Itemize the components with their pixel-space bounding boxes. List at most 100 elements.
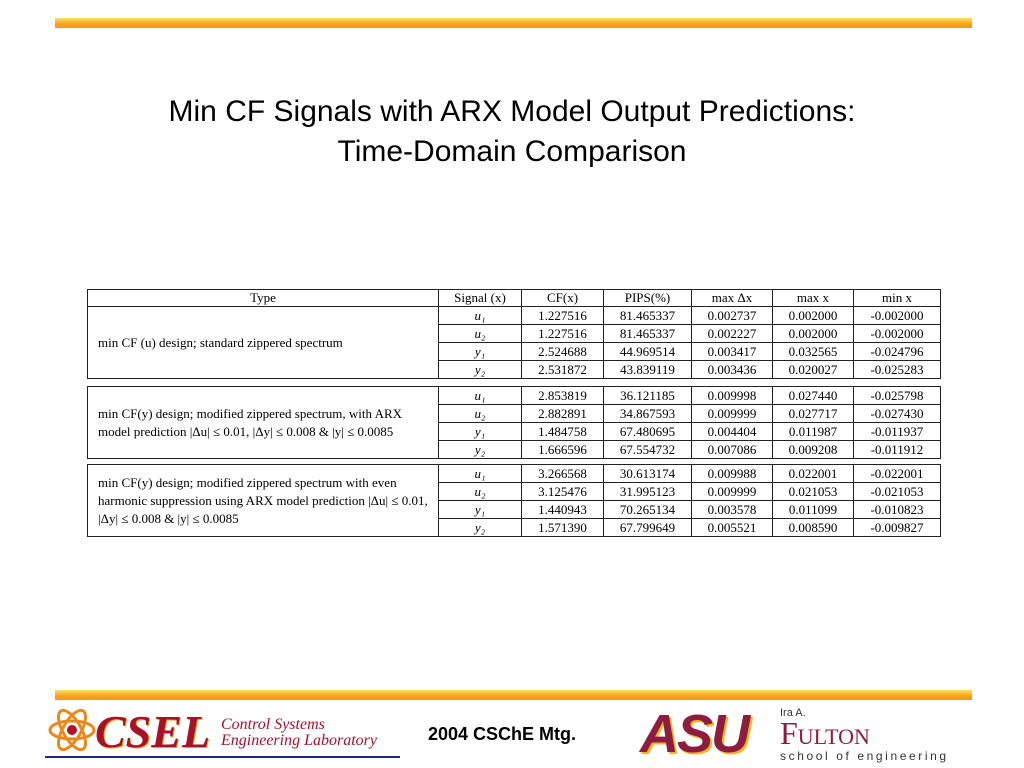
value-cell: 67.480695 [603,422,692,441]
value-cell: -0.002000 [853,306,941,325]
value-cell: 2.531872 [521,360,604,379]
value-cell: 3.266568 [521,464,604,483]
signal-cell: u₁ [438,306,522,325]
value-cell: 0.027717 [772,404,854,423]
column-header: CF(x) [521,289,604,307]
value-cell: 0.005521 [691,518,773,537]
value-cell: 3.125476 [521,482,604,501]
value-cell: 1.666596 [521,440,604,459]
lab-underline [45,756,400,758]
value-cell: 67.554732 [603,440,692,459]
value-cell: 1.440943 [521,500,604,519]
lab-name-line: Control Systems [221,716,325,733]
column-header: max x [772,289,854,307]
signal-cell: y₂ [438,360,522,379]
value-cell: -0.027430 [853,404,941,423]
value-cell: 30.613174 [603,464,692,483]
type-cell: min CF(y) design; modified zippered spec… [87,386,439,459]
signal-cell: y₁ [438,422,522,441]
value-cell: -0.025283 [853,360,941,379]
lab-name-line: Engineering Laboratory [221,732,377,749]
top-bar [55,18,972,28]
signal-cell: y₂ [438,440,522,459]
lab-name: Control Systems Engineering Laboratory [221,717,377,749]
value-cell: -0.024796 [853,342,941,361]
value-cell: 34.867593 [603,404,692,423]
bottom-bar [55,690,972,700]
column-header: max Δx [691,289,773,307]
value-cell: 0.002737 [691,306,773,325]
meeting-label: 2004 CSChE Mtg. [428,724,577,744]
value-cell: 2.524688 [521,342,604,361]
lab-abbr: CSEL [95,706,211,757]
type-cell: min CF (u) design; standard zippered spe… [87,306,439,379]
value-cell: 1.484758 [521,422,604,441]
value-cell: 43.839119 [603,360,692,379]
value-cell: 0.027440 [772,386,854,405]
value-cell: 1.227516 [521,324,604,343]
value-cell: 1.227516 [521,306,604,325]
column-header: PIPS(%) [603,289,692,307]
value-cell: -0.010823 [853,500,941,519]
value-cell: 0.003417 [691,342,773,361]
value-cell: 0.002227 [691,324,773,343]
title-line: Min CF Signals with ARX Model Output Pre… [168,95,856,128]
value-cell: 36.121185 [603,386,692,405]
column-header: Type [87,289,439,307]
value-cell: 0.009999 [691,482,773,501]
value-cell: 0.011987 [772,422,854,441]
value-cell: 81.465337 [603,324,692,343]
value-cell: 0.009988 [691,464,773,483]
value-cell: -0.025798 [853,386,941,405]
value-cell: -0.022001 [853,464,941,483]
value-cell: 2.853819 [521,386,604,405]
value-cell: -0.002000 [853,324,941,343]
value-cell: 2.882891 [521,404,604,423]
value-cell: -0.009827 [853,518,941,537]
signal-cell: u₁ [438,386,522,405]
value-cell: 0.011099 [772,500,854,519]
signal-cell: y₁ [438,342,522,361]
lab-logo: CSEL Control Systems Engineering Laborat… [45,703,405,761]
value-cell: 0.002000 [772,324,854,343]
value-cell: 31.995123 [603,482,692,501]
value-cell: 0.002000 [772,306,854,325]
value-cell: 67.799649 [603,518,692,537]
value-cell: 0.021053 [772,482,854,501]
value-cell: -0.011912 [853,440,941,459]
school-abbr: ASU [640,704,750,764]
school-logo: ASU Ira A. Fulton school of engineering [640,703,985,765]
school-name-line: Ira A. [780,707,806,719]
value-cell: 0.008590 [772,518,854,537]
signal-cell: u₂ [438,404,522,423]
value-cell: 0.009208 [772,440,854,459]
value-cell: 0.004404 [691,422,773,441]
value-cell: 0.003578 [691,500,773,519]
signal-cell: u₂ [438,482,522,501]
column-header: min x [853,289,941,307]
type-cell: min CF(y) design; modified zippered spec… [87,464,439,537]
value-cell: 0.022001 [772,464,854,483]
value-cell: 81.465337 [603,306,692,325]
signal-cell: y₂ [438,518,522,537]
signal-cell: u₂ [438,324,522,343]
column-header: Signal (x) [438,289,522,307]
value-cell: -0.021053 [853,482,941,501]
atom-icon [48,708,96,752]
value-cell: 0.020027 [772,360,854,379]
title-line: Time-Domain Comparison [337,135,687,168]
value-cell: 1.571390 [521,518,604,537]
value-cell: 0.032565 [772,342,854,361]
value-cell: -0.011937 [853,422,941,441]
value-cell: 0.009999 [691,404,773,423]
value-cell: 0.003436 [691,360,773,379]
value-cell: 0.009998 [691,386,773,405]
value-cell: 44.969514 [603,342,692,361]
school-name-line: Fulton [780,715,870,751]
signal-cell: y₁ [438,500,522,519]
school-name-line: school of engineering [780,749,949,763]
value-cell: 0.007086 [691,440,773,459]
value-cell: 70.265134 [603,500,692,519]
signal-cell: u₁ [438,464,522,483]
